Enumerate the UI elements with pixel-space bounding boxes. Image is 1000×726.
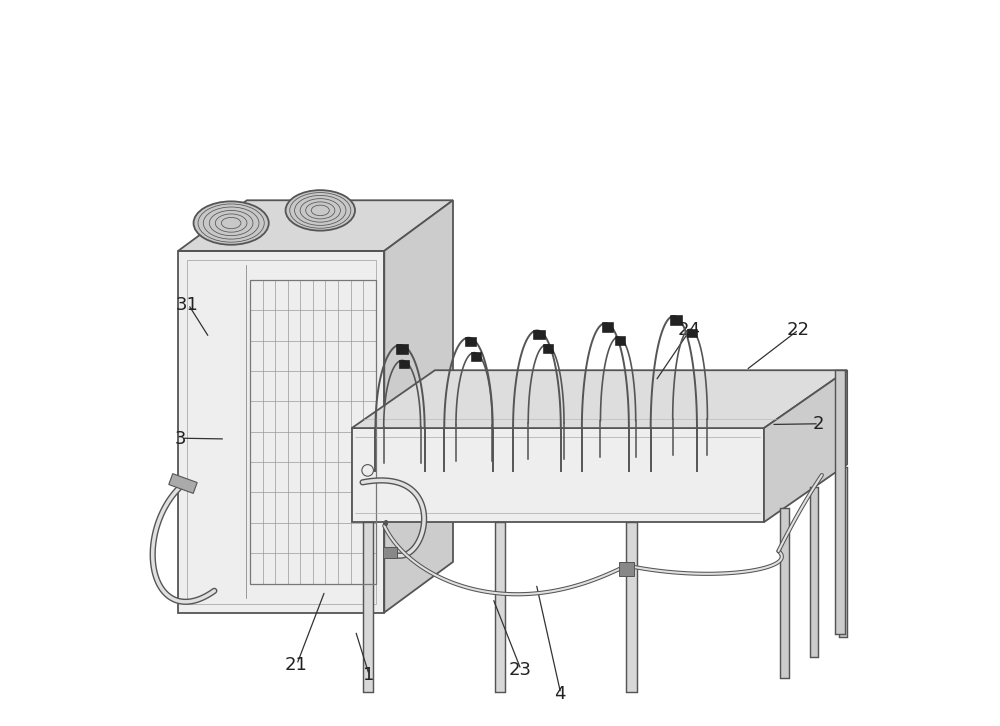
Bar: [619, 562, 634, 576]
Polygon shape: [626, 522, 637, 692]
Bar: [169, 473, 197, 494]
Ellipse shape: [194, 201, 269, 245]
Bar: [383, 547, 397, 558]
Polygon shape: [764, 370, 847, 522]
Bar: [602, 322, 613, 332]
Bar: [615, 336, 625, 345]
Polygon shape: [363, 522, 373, 692]
Text: 2: 2: [812, 415, 824, 433]
Ellipse shape: [286, 190, 355, 231]
Text: 23: 23: [509, 661, 532, 680]
Text: 1: 1: [363, 666, 374, 685]
Bar: [396, 344, 408, 354]
Bar: [471, 352, 481, 361]
Text: 4: 4: [554, 685, 566, 703]
Polygon shape: [839, 467, 847, 637]
Polygon shape: [178, 251, 384, 613]
Polygon shape: [384, 200, 453, 613]
Text: 31: 31: [176, 296, 199, 314]
Polygon shape: [352, 370, 847, 428]
Bar: [399, 359, 409, 368]
Bar: [670, 315, 682, 325]
Bar: [687, 329, 697, 338]
Polygon shape: [495, 522, 505, 692]
Polygon shape: [780, 507, 789, 677]
Bar: [533, 330, 545, 339]
Polygon shape: [178, 200, 453, 251]
Text: 24: 24: [678, 322, 701, 340]
Bar: [465, 337, 476, 346]
Polygon shape: [810, 487, 818, 657]
Bar: [543, 344, 553, 353]
Polygon shape: [352, 428, 764, 522]
Text: 22: 22: [786, 322, 809, 340]
Polygon shape: [835, 370, 845, 635]
Text: 21: 21: [285, 656, 307, 674]
Text: 3: 3: [175, 430, 186, 448]
